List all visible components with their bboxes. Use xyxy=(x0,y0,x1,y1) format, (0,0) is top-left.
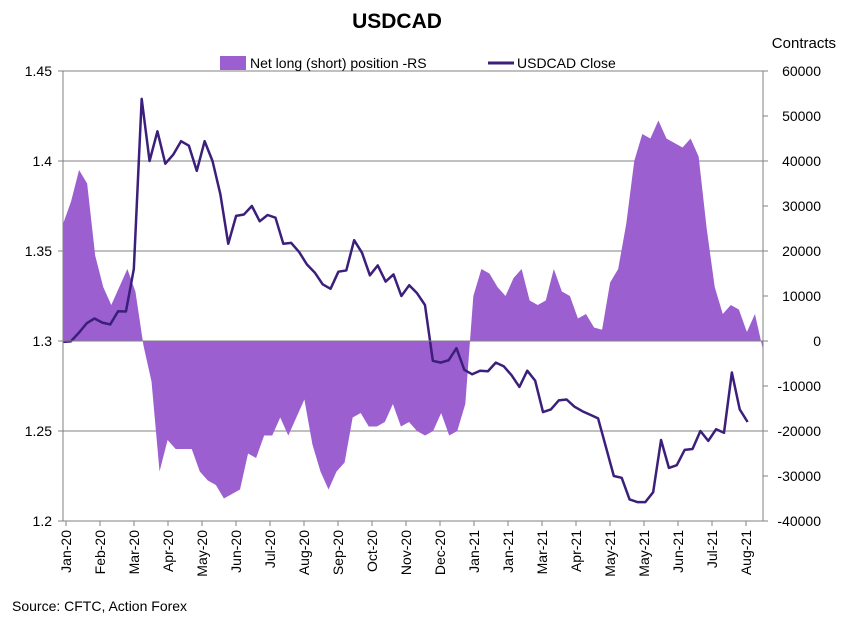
right-tick-label: -10000 xyxy=(777,378,821,394)
right-tick-label: 0 xyxy=(813,333,821,349)
net-position-area-series xyxy=(63,120,763,499)
x-tick-label: Mar-21 xyxy=(534,530,550,575)
legend: Net long (short) position -RS USDCAD Clo… xyxy=(220,55,616,71)
source-note: Source: CFTC, Action Forex xyxy=(12,598,188,614)
x-tick-label: Jun-20 xyxy=(228,530,244,573)
right-tick-label: -30000 xyxy=(777,468,821,484)
left-tick-label: 1.3 xyxy=(33,333,53,349)
right-tick-label: 40000 xyxy=(782,153,821,169)
x-tick-label: Jul-20 xyxy=(262,530,278,568)
right-tick-label: 60000 xyxy=(782,63,821,79)
x-tick-label: Aug-21 xyxy=(738,530,754,575)
right-tick-label: -40000 xyxy=(777,513,821,529)
x-tick-label: Sep-20 xyxy=(330,530,346,575)
x-tick-label: Aug-20 xyxy=(296,530,312,575)
left-tick-label: 1.25 xyxy=(25,423,52,439)
x-tick-label: Mar-20 xyxy=(126,530,142,575)
x-tick-label: Jun-21 xyxy=(670,530,686,573)
legend-label-net-position: Net long (short) position -RS xyxy=(250,55,427,71)
x-tick-label: Jan-20 xyxy=(58,530,74,573)
x-tick-label: Jul-21 xyxy=(704,530,720,568)
left-tick-label: 1.35 xyxy=(25,243,52,259)
right-tick-label: -20000 xyxy=(777,423,821,439)
x-tick-label: Apr-21 xyxy=(568,530,584,572)
x-tick-label: May-21 xyxy=(636,530,652,577)
x-tick-label: Jan-21 xyxy=(466,530,482,573)
x-tick-label: May-20 xyxy=(194,530,210,577)
usdcad-close-line-series xyxy=(62,97,749,504)
right-tick-label: 20000 xyxy=(782,243,821,259)
right-tick-label: 50000 xyxy=(782,108,821,124)
x-tick-label: Apr-20 xyxy=(160,530,176,572)
left-axis-tick-labels: 1.2 1.25 1.3 1.35 1.4 1.45 xyxy=(25,63,52,529)
usdcad-close-line xyxy=(62,97,749,504)
x-tick-label: Dec-20 xyxy=(432,530,448,575)
left-tick-label: 1.2 xyxy=(33,513,53,529)
x-axis-tick-labels: Jan-20 Feb-20 Mar-20 Apr-20 May-20 Jun-20 Jul-… xyxy=(58,530,754,577)
right-axis-title: Contracts xyxy=(772,35,836,52)
legend-swatch-net-position xyxy=(220,56,246,70)
right-tick-label: 10000 xyxy=(782,288,821,304)
left-tick-label: 1.45 xyxy=(25,63,52,79)
x-tick-label: Feb-20 xyxy=(92,530,108,575)
right-tick-label: 30000 xyxy=(782,198,821,214)
x-tick-label: Nov-20 xyxy=(398,530,414,575)
x-tick-label: May-21 xyxy=(602,530,618,577)
x-tick-label: Jan-21 xyxy=(500,530,516,573)
left-tick-label: 1.4 xyxy=(33,153,53,169)
x-tick-label: Oct-20 xyxy=(364,530,380,572)
axes xyxy=(58,70,768,526)
chart-title: USDCAD xyxy=(352,10,442,33)
legend-label-usdcad-close: USDCAD Close xyxy=(517,55,616,71)
right-axis-tick-labels: -40000 -30000 -20000 -10000 0 10000 20000 30000… xyxy=(777,63,821,529)
net-position-area xyxy=(63,120,763,499)
